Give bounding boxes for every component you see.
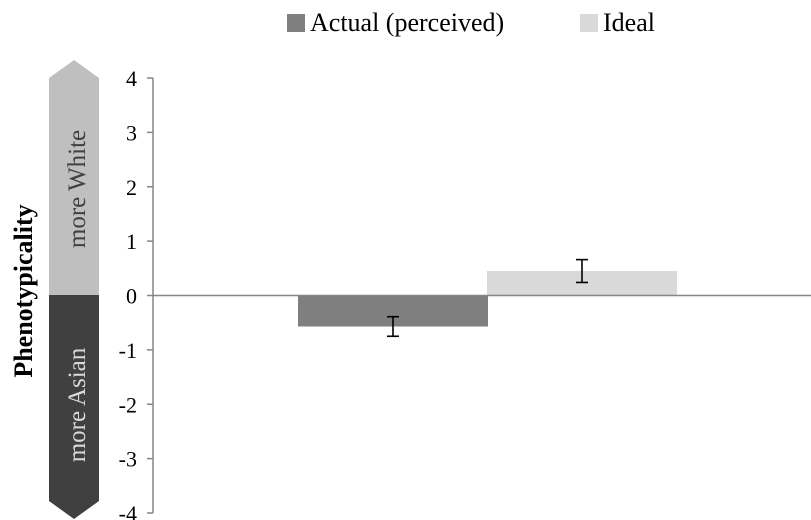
y-tick-label: -2: [119, 392, 137, 417]
legend-swatch-ideal: [580, 14, 598, 32]
direction-arrow: more White more Asian: [49, 60, 99, 519]
arrow-upper-more-white: [49, 60, 99, 295]
y-tick-label: -1: [119, 338, 137, 363]
y-axis-label: Phenotypicality: [9, 204, 38, 377]
legend-swatch-actual: [287, 14, 305, 32]
y-tick-label: 1: [126, 229, 137, 254]
y-tick-label: 4: [126, 66, 137, 91]
arrow-label-more-white: more White: [64, 130, 91, 248]
arrow-lower-more-asian: [49, 295, 99, 519]
y-tick-label: -3: [119, 447, 137, 472]
bars: [153, 258, 811, 338]
y-tick-label: 0: [126, 284, 137, 309]
error-bar-actual-perceived: [387, 315, 399, 338]
y-tick-label: -4: [119, 501, 137, 520]
arrow-label-more-asian: more Asian: [64, 347, 91, 462]
legend-label-actual: Actual (perceived): [310, 8, 504, 37]
y-axis: 4 3 2 1 0 -1 -2 -3 -4: [119, 66, 154, 520]
legend: Actual (perceived) Ideal: [287, 8, 655, 37]
error-bar-ideal: [576, 258, 588, 284]
y-tick-label: 3: [126, 120, 137, 145]
legend-label-ideal: Ideal: [603, 8, 655, 37]
y-tick-label: 2: [126, 175, 137, 200]
